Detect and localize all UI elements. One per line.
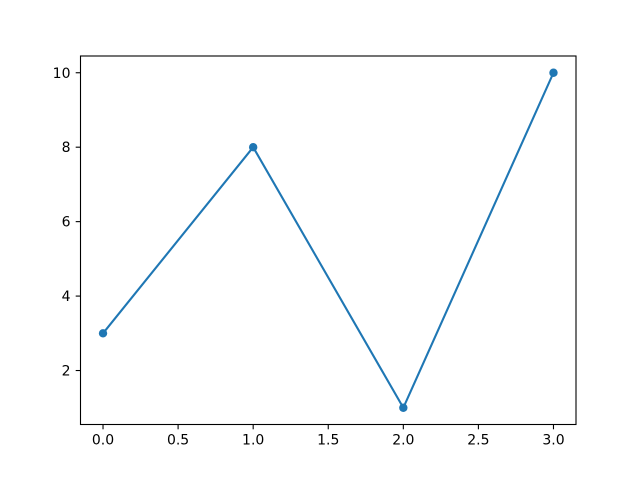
data-point-marker — [549, 68, 558, 77]
axes-frame — [79, 55, 577, 426]
x-tick-label: 2.5 — [467, 433, 489, 449]
data-point-marker — [98, 329, 108, 338]
x-tick-label: 2.0 — [392, 433, 414, 449]
y-tick-label: 4 — [62, 289, 71, 305]
x-tick-label: 0.0 — [92, 433, 114, 449]
x-tick-label: 0.5 — [167, 433, 189, 449]
x-tick-label: 3.0 — [542, 433, 564, 449]
x-tick-label: 1.5 — [317, 433, 339, 449]
data-line — [101, 71, 555, 409]
data-point-marker — [399, 403, 408, 412]
data-point-marker — [248, 142, 258, 152]
x-tick-label: 1.0 — [242, 433, 264, 449]
y-tick-label: 2 — [62, 364, 71, 380]
y-tick-label: 6 — [62, 215, 71, 231]
y-tick-label: 10 — [53, 66, 71, 82]
y-tick-label: 8 — [62, 140, 71, 156]
